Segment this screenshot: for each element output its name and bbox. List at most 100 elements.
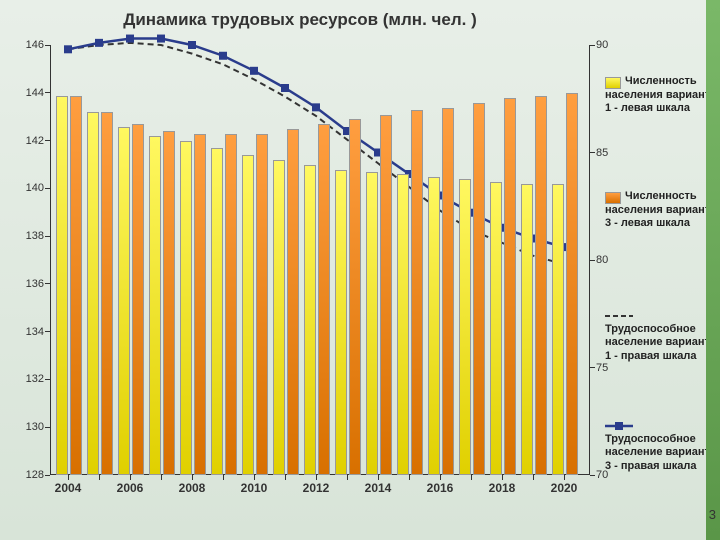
y-left-tick bbox=[45, 475, 50, 476]
legend-line3: Трудоспособное население вариант 3 - пра… bbox=[605, 420, 715, 473]
legend-line-dashed bbox=[605, 310, 633, 322]
x-tick bbox=[130, 475, 131, 480]
bar-variant3 bbox=[70, 96, 82, 475]
x-tick bbox=[161, 475, 162, 480]
line-marker bbox=[157, 35, 165, 43]
line-marker bbox=[250, 67, 258, 75]
x-tick bbox=[316, 475, 317, 480]
bar-variant3 bbox=[256, 134, 268, 475]
plot-region bbox=[50, 45, 590, 475]
y-right-tick bbox=[590, 475, 595, 476]
legend-line3-label: Трудоспособное население вариант 3 - пра… bbox=[605, 433, 710, 471]
x-tick bbox=[68, 475, 69, 480]
x-axis-label: 2016 bbox=[427, 481, 454, 495]
line-marker bbox=[64, 45, 72, 53]
bar-variant3 bbox=[163, 131, 175, 475]
bar-variant3 bbox=[287, 129, 299, 475]
y-left-tick bbox=[45, 236, 50, 237]
x-axis-label: 2012 bbox=[303, 481, 330, 495]
y-right-tick-label: 80 bbox=[596, 254, 608, 266]
x-tick bbox=[99, 475, 100, 480]
x-axis-label: 2004 bbox=[55, 481, 82, 495]
y-left-tick bbox=[45, 188, 50, 189]
x-tick bbox=[347, 475, 348, 480]
x-axis-label: 2018 bbox=[489, 481, 516, 495]
bar-variant1 bbox=[459, 179, 471, 475]
bar-variant1 bbox=[366, 172, 378, 475]
y-right-tick-label: 85 bbox=[596, 147, 608, 159]
bar-variant1 bbox=[273, 160, 285, 475]
bar-variant1 bbox=[304, 165, 316, 475]
bar-variant3 bbox=[225, 134, 237, 475]
bar-variant1 bbox=[428, 177, 440, 475]
bar-variant3 bbox=[194, 134, 206, 475]
y-left-tick bbox=[45, 379, 50, 380]
y-right-tick-label: 75 bbox=[596, 362, 608, 374]
x-tick bbox=[378, 475, 379, 480]
chart-area: 1281301321341361381401421441467075808590… bbox=[50, 45, 590, 505]
legend-swatch-orange bbox=[605, 192, 621, 204]
slide-accent-bar bbox=[706, 0, 720, 540]
x-tick bbox=[254, 475, 255, 480]
y-right-tick bbox=[590, 367, 595, 368]
y-left-tick-label: 142 bbox=[26, 135, 44, 147]
line-marker bbox=[312, 103, 320, 111]
line-marker bbox=[219, 52, 227, 60]
bar-variant1 bbox=[552, 184, 564, 475]
bar-variant3 bbox=[380, 115, 392, 475]
x-tick bbox=[471, 475, 472, 480]
y-left-tick-label: 128 bbox=[26, 469, 44, 481]
y-left-tick bbox=[45, 45, 50, 46]
bar-variant1 bbox=[397, 174, 409, 475]
x-axis-label: 2014 bbox=[365, 481, 392, 495]
bar-variant3 bbox=[535, 96, 547, 475]
legend-bar2: Численность населения вариант 3 - левая … bbox=[605, 190, 715, 230]
y-left-tick-label: 140 bbox=[26, 182, 44, 194]
bar-variant3 bbox=[318, 124, 330, 475]
bar-variant3 bbox=[473, 103, 485, 475]
bar-variant3 bbox=[349, 119, 361, 475]
y-left-tick-label: 130 bbox=[26, 421, 44, 433]
line-marker bbox=[95, 39, 103, 47]
bar-variant1 bbox=[211, 148, 223, 475]
bar-variant1 bbox=[521, 184, 533, 475]
bar-variant3 bbox=[504, 98, 516, 475]
legend-line1-label: Трудоспособное население вариант 1 - пра… bbox=[605, 323, 710, 361]
x-axis-label: 2020 bbox=[551, 481, 578, 495]
x-tick bbox=[409, 475, 410, 480]
legend-line-solid bbox=[605, 420, 633, 432]
bar-variant1 bbox=[242, 155, 254, 475]
y-right-tick bbox=[590, 45, 595, 46]
y-right-tick bbox=[590, 260, 595, 261]
y-right-tick bbox=[590, 152, 595, 153]
x-tick bbox=[502, 475, 503, 480]
legend-bar1: Численность населения вариант 1 - левая … bbox=[605, 75, 715, 115]
y-left-tick-label: 134 bbox=[26, 326, 44, 338]
x-axis-label: 2006 bbox=[117, 481, 144, 495]
page-number: 3 bbox=[709, 507, 716, 522]
x-axis-label: 2008 bbox=[179, 481, 206, 495]
legend-line1: Трудоспособное население вариант 1 - пра… bbox=[605, 310, 715, 363]
line-marker bbox=[126, 35, 134, 43]
y-left-tick-label: 136 bbox=[26, 278, 44, 290]
bar-variant1 bbox=[118, 127, 130, 475]
x-axis-label: 2010 bbox=[241, 481, 268, 495]
chart-title: Динамика трудовых ресурсов (млн. чел. ) bbox=[0, 10, 600, 30]
bar-variant3 bbox=[411, 110, 423, 475]
bar-variant1 bbox=[56, 96, 68, 475]
x-tick bbox=[192, 475, 193, 480]
bar-variant3 bbox=[442, 108, 454, 476]
y-right-tick-label: 90 bbox=[596, 39, 608, 51]
y-left-tick-label: 138 bbox=[26, 230, 44, 242]
y-left-tick-label: 146 bbox=[26, 39, 44, 51]
y-left-tick-label: 144 bbox=[26, 87, 44, 99]
y-left-tick bbox=[45, 92, 50, 93]
x-tick bbox=[223, 475, 224, 480]
y-left-tick bbox=[45, 427, 50, 428]
x-tick bbox=[440, 475, 441, 480]
bar-variant3 bbox=[566, 93, 578, 475]
legend-swatch-yellow bbox=[605, 77, 621, 89]
bar-variant3 bbox=[101, 112, 113, 475]
bar-variant1 bbox=[87, 112, 99, 475]
bar-variant3 bbox=[132, 124, 144, 475]
